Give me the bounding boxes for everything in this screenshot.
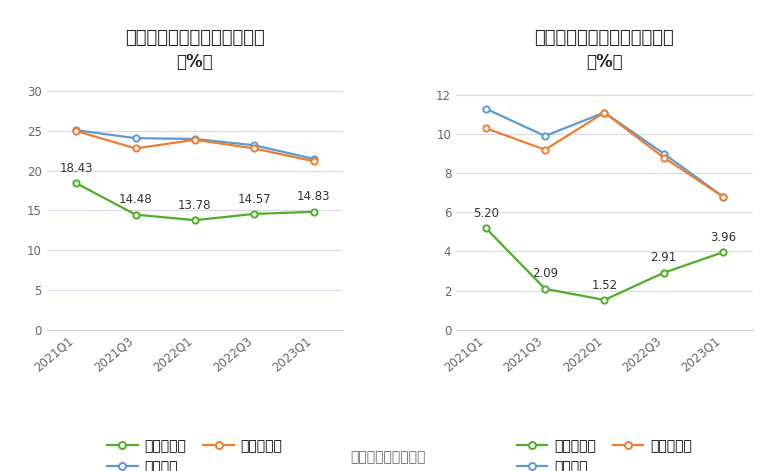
Legend: 公司净利率, 行业均值, 行业中位数: 公司净利率, 行业均值, 行业中位数 [511,433,698,471]
公司毛利率 [71,180,81,186]
Text: 晶华新材季度净利率变化情况: 晶华新材季度净利率变化情况 [535,29,674,47]
Text: 14.57: 14.57 [237,193,271,205]
公司净利率 [659,270,668,276]
公司净利率 [540,286,549,292]
行业均值 [481,106,490,112]
行业中位数 [250,146,259,151]
行业均值 [131,135,140,141]
Line: 行业中位数: 行业中位数 [483,109,726,200]
行业均值 [719,194,728,200]
Text: 5.20: 5.20 [473,207,499,219]
行业中位数 [309,158,318,164]
行业均值 [659,151,668,156]
公司净利率 [481,225,490,231]
Text: （%）: （%） [177,53,213,71]
Text: 13.78: 13.78 [178,199,212,212]
行业均值 [71,127,81,133]
Line: 行业中位数: 行业中位数 [73,128,317,164]
行业中位数 [659,154,668,160]
行业中位数 [540,147,549,153]
Text: 数据来源：恒生聚源: 数据来源：恒生聚源 [350,450,426,464]
行业中位数 [719,194,728,200]
Text: 2.09: 2.09 [532,268,558,280]
Text: 18.43: 18.43 [60,162,93,175]
Text: 3.96: 3.96 [710,231,736,244]
Line: 行业均值: 行业均值 [483,106,726,200]
公司毛利率 [250,211,259,217]
Text: 2.91: 2.91 [650,252,677,264]
Text: 14.83: 14.83 [297,190,331,203]
行业中位数 [131,146,140,151]
行业中位数 [600,110,609,115]
Text: 14.48: 14.48 [119,193,152,206]
Line: 公司净利率: 公司净利率 [483,225,726,303]
公司净利率 [719,250,728,255]
行业均值 [250,142,259,148]
公司毛利率 [190,217,199,223]
公司毛利率 [309,209,318,215]
行业均值 [600,110,609,115]
Line: 公司毛利率: 公司毛利率 [73,180,317,223]
Text: （%）: （%） [586,53,622,71]
行业中位数 [481,125,490,131]
Text: 1.52: 1.52 [591,279,618,292]
Line: 行业均值: 行业均值 [73,127,317,162]
Legend: 公司毛利率, 行业均值, 行业中位数: 公司毛利率, 行业均值, 行业中位数 [102,433,288,471]
行业均值 [309,156,318,162]
公司毛利率 [131,212,140,218]
行业均值 [190,136,199,142]
行业中位数 [71,128,81,134]
行业中位数 [190,137,199,143]
公司净利率 [600,297,609,303]
行业均值 [540,133,549,139]
Text: 晶华新材季度毛利率变化情况: 晶华新材季度毛利率变化情况 [125,29,265,47]
